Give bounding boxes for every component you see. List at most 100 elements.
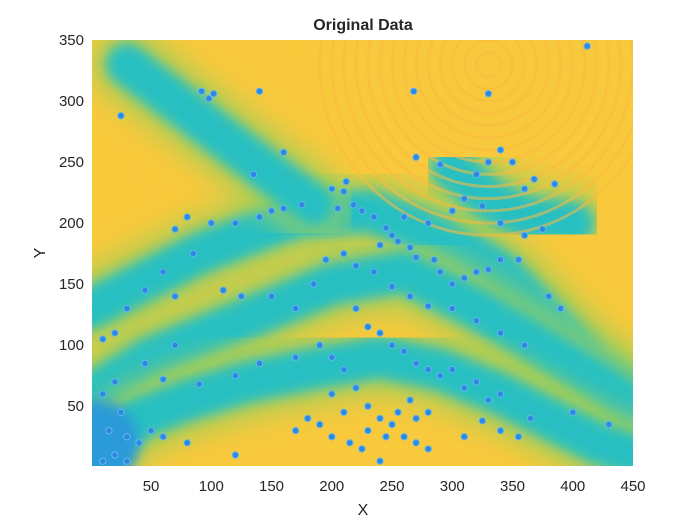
ripple-ring-3 — [450, 40, 527, 103]
data-point — [484, 90, 493, 98]
x-tick-label: 200 — [319, 478, 344, 495]
data-point — [183, 439, 191, 447]
data-point — [424, 302, 432, 310]
data-point — [147, 426, 155, 435]
data-point — [400, 433, 408, 441]
data-point — [388, 231, 396, 240]
y-tick-label: 100 — [59, 337, 84, 354]
ripple-ring-9 — [378, 40, 599, 176]
data-point — [472, 378, 481, 386]
data-point — [514, 256, 523, 264]
data-point — [322, 256, 330, 264]
data-point — [135, 439, 143, 447]
y-tick-label: 300 — [59, 93, 84, 110]
data-point — [237, 292, 246, 300]
data-point — [448, 280, 456, 288]
data-point — [400, 347, 408, 355]
data-point — [424, 365, 432, 374]
data-point — [117, 408, 125, 416]
ripple-ring-14 — [318, 40, 633, 237]
data-point — [484, 265, 493, 274]
x-tick-label: 300 — [440, 478, 465, 495]
data-point — [412, 414, 420, 423]
data-point — [105, 426, 113, 435]
x-tick-label: 350 — [500, 478, 525, 495]
data-point — [352, 384, 360, 392]
data-point — [141, 359, 149, 368]
data-point — [605, 420, 613, 429]
data-point — [123, 304, 131, 313]
ripple-ring-11 — [354, 40, 623, 201]
cold-band-1 — [92, 250, 633, 428]
data-point — [340, 365, 348, 374]
data-point — [410, 87, 418, 96]
data-point — [520, 185, 529, 193]
data-point — [484, 396, 493, 404]
data-point — [352, 262, 360, 270]
data-point — [349, 201, 358, 209]
data-point — [478, 417, 487, 425]
data-point — [364, 426, 372, 435]
data-point — [530, 175, 538, 183]
data-point — [424, 445, 432, 453]
data-point — [382, 224, 390, 232]
y-axis-ticks: 50 100 150 200 250 300 350 — [59, 32, 84, 415]
data-point — [394, 237, 402, 246]
data-point — [334, 204, 342, 213]
data-point — [340, 249, 348, 258]
data-point — [557, 304, 565, 313]
data-point — [412, 153, 420, 161]
data-point — [171, 225, 179, 233]
data-point — [249, 170, 258, 179]
data-point — [99, 457, 107, 465]
data-point — [583, 42, 591, 50]
chart-title: Original Data — [313, 17, 413, 34]
data-point — [460, 384, 468, 392]
data-point — [412, 439, 420, 447]
plot-area — [92, 40, 633, 466]
data-point — [358, 445, 366, 453]
data-point — [159, 433, 167, 441]
x-tick-label: 450 — [620, 478, 645, 495]
data-point — [376, 329, 384, 337]
cold-band-3 — [105, 43, 335, 226]
data-point — [310, 280, 318, 288]
data-point — [436, 372, 444, 380]
ripple-ring-5 — [426, 40, 551, 127]
ripple-ring-1 — [474, 50, 502, 79]
data-point — [496, 426, 505, 435]
data-point — [171, 292, 179, 300]
data-point — [352, 304, 360, 313]
data-point — [291, 426, 300, 435]
cold-corner — [92, 400, 139, 466]
data-point — [342, 177, 350, 186]
y-tick-label: 200 — [59, 215, 84, 232]
data-point — [460, 195, 468, 203]
ripple-ring-10 — [366, 40, 611, 188]
data-point — [388, 282, 396, 291]
data-point — [406, 243, 414, 252]
data-point — [520, 341, 529, 349]
data-point — [388, 420, 396, 429]
data-point — [189, 249, 197, 258]
ripple-ring-2 — [462, 40, 515, 91]
data-point — [111, 329, 119, 337]
data-point — [508, 158, 517, 166]
ripple-ring-13 — [330, 40, 633, 225]
data-point — [207, 219, 216, 227]
data-point — [538, 225, 547, 233]
y-tick-label: 150 — [59, 276, 84, 293]
data-point — [99, 335, 107, 343]
data-point — [376, 414, 384, 423]
ripple-ring-7 — [402, 40, 575, 152]
data-point — [210, 90, 218, 98]
data-point — [370, 213, 378, 221]
data-point — [448, 304, 456, 313]
data-point — [255, 213, 264, 221]
y-tick-label: 350 — [59, 32, 84, 49]
data-point — [551, 180, 559, 188]
data-points — [99, 42, 613, 465]
data-point — [472, 317, 481, 325]
data-point — [406, 292, 414, 300]
